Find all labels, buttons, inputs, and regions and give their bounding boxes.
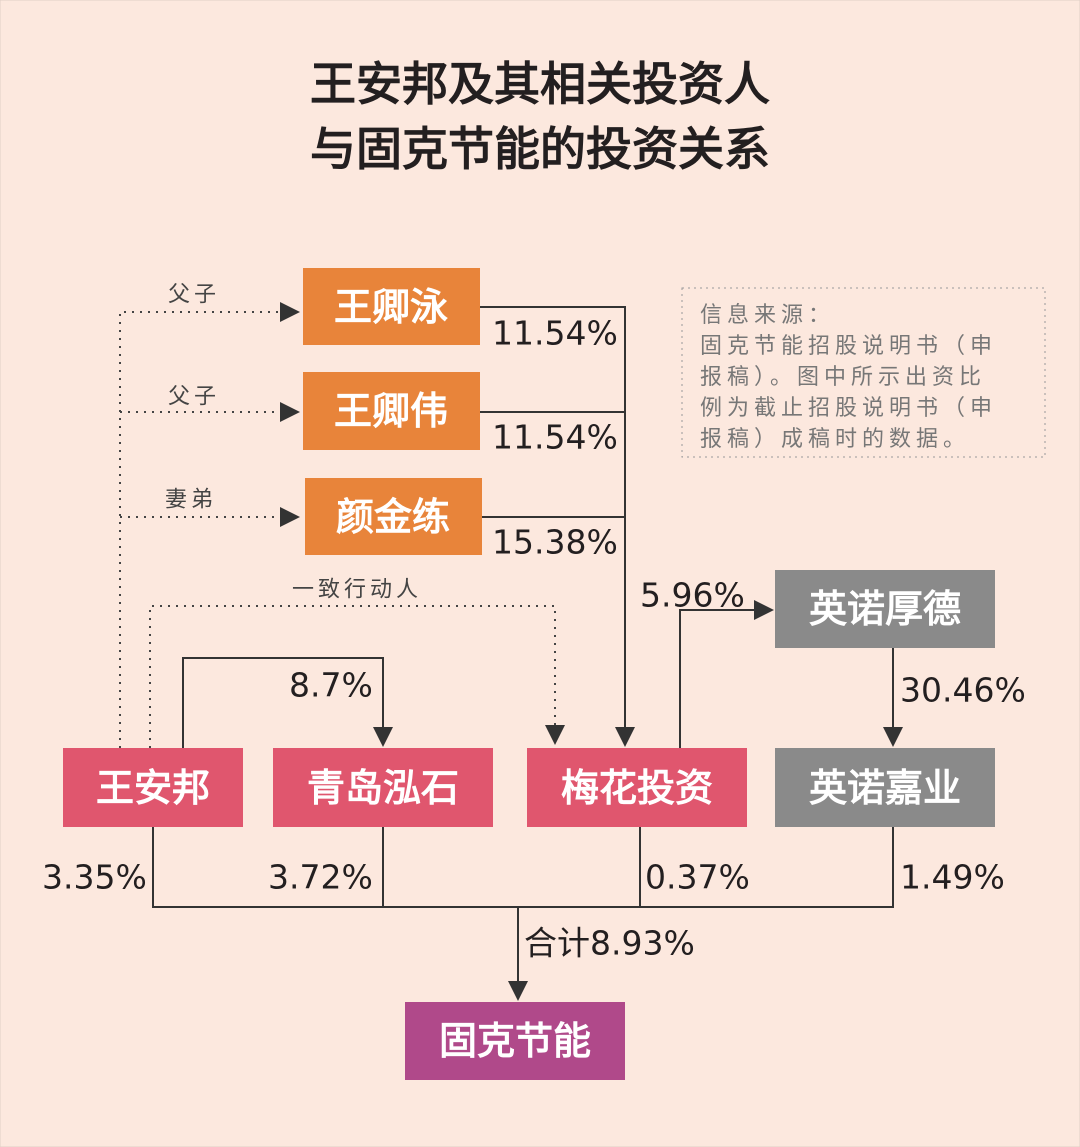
- edge-label: 11.54%: [492, 314, 618, 353]
- edge-label: 3.72%: [268, 858, 373, 897]
- node: 梅花投资: [527, 748, 747, 827]
- node-label: 英诺厚德: [809, 587, 961, 631]
- relation-label: 妻弟: [165, 488, 217, 513]
- node: 英诺厚德: [775, 570, 995, 648]
- edge-label: 5.96%: [640, 576, 745, 615]
- node: 颜金练: [305, 478, 482, 555]
- note-line: 信息来源：: [700, 303, 835, 328]
- edge-label: 11.54%: [492, 418, 618, 457]
- note-line: 报稿）。图中所示出资比: [700, 365, 986, 390]
- node-label: 固克节能: [439, 1019, 591, 1063]
- edge-label: 15.38%: [492, 523, 618, 562]
- edge-label: 1.49%: [900, 858, 1005, 897]
- edge-label: 3.35%: [42, 858, 147, 897]
- node: 王卿伟: [303, 372, 480, 450]
- node-label: 王安邦: [96, 766, 210, 810]
- node: 青岛泓石: [273, 748, 493, 827]
- node: 王卿泳: [303, 268, 480, 345]
- node: 固克节能: [405, 1002, 625, 1080]
- note-line: 报稿）成稿时的数据。: [700, 427, 970, 452]
- edge-label: 30.46%: [900, 671, 1026, 710]
- node-label: 英诺嘉业: [809, 766, 961, 810]
- edge-label: 8.7%: [289, 666, 373, 705]
- note-line: 固克节能招股说明书（申: [700, 334, 997, 359]
- edge-label: 0.37%: [645, 858, 750, 897]
- relation-label: 父子: [168, 283, 220, 308]
- connectors: [119, 302, 903, 1001]
- node-label: 王卿伟: [334, 389, 448, 433]
- node-label: 颜金练: [336, 495, 450, 539]
- relation-label: 父子: [168, 385, 220, 410]
- title-line: 与固克节能的投资关系: [310, 122, 770, 176]
- title-line: 王安邦及其相关投资人: [310, 57, 770, 111]
- edge-label: 合计8.93%: [524, 924, 695, 963]
- node: 王安邦: [63, 748, 243, 827]
- node-label: 梅花投资: [561, 766, 713, 810]
- relation-label: 一致行动人: [292, 578, 422, 603]
- note-box: [681, 287, 1046, 458]
- node-label: 王卿泳: [334, 285, 448, 329]
- node-label: 青岛泓石: [307, 766, 459, 810]
- note-line: 例为截止招股说明书（申: [700, 396, 997, 421]
- node: 英诺嘉业: [775, 748, 995, 827]
